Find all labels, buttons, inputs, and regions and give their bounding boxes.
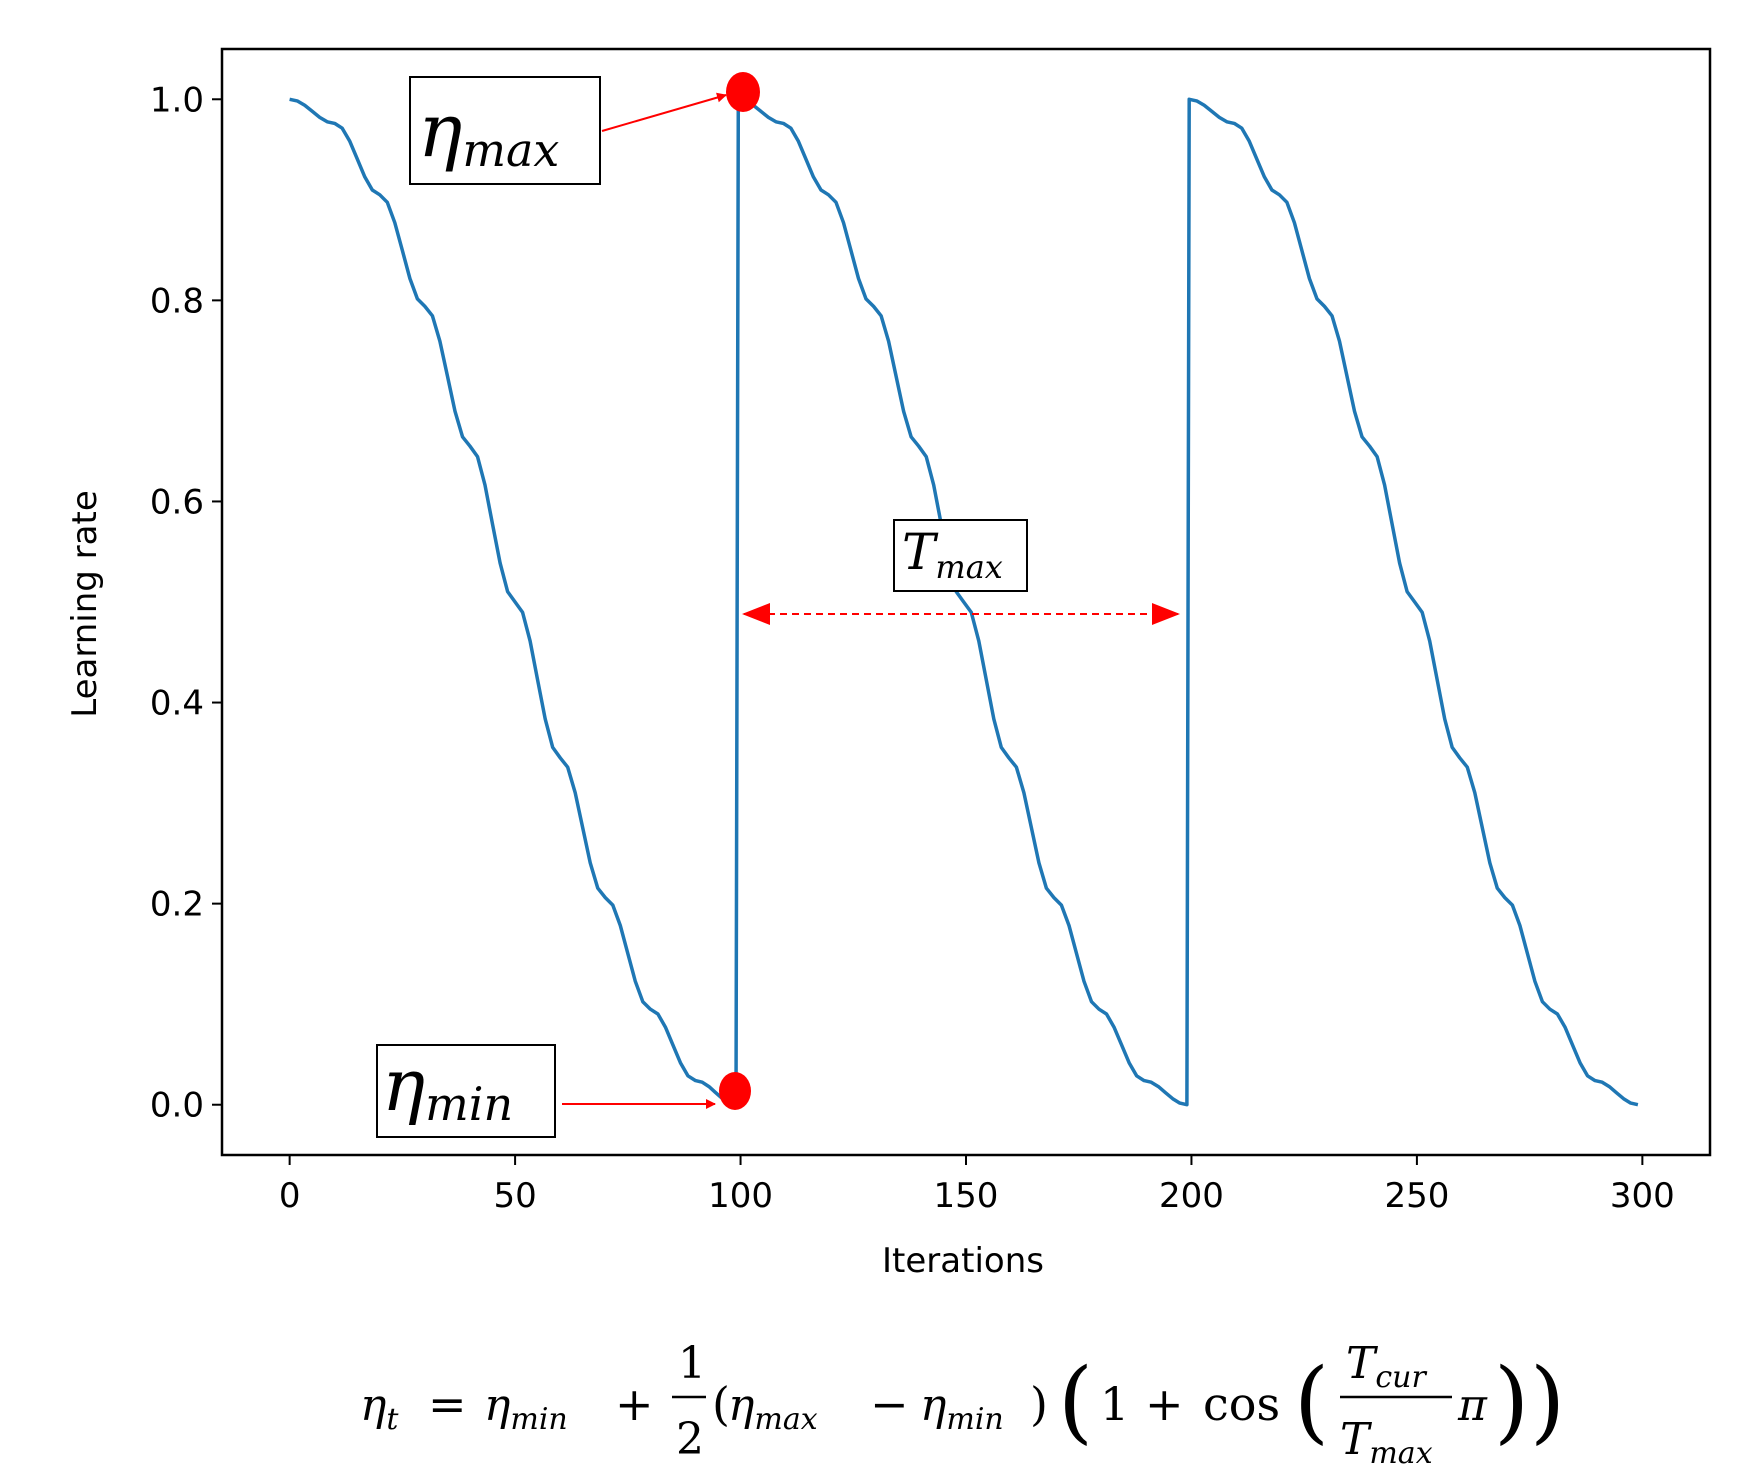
formula-inner-close-paren: ) [1494, 1349, 1529, 1454]
annotation-box [376, 1044, 556, 1138]
annotation-arrow [601, 92, 727, 132]
cosine-annealing-formula: ηt = ηmin + 1 2 ( ηmax − ηmin ) ( 1 + co… [360, 1338, 1565, 1471]
formula-one: 1 [1100, 1377, 1129, 1431]
annotation-t-max: Tmax [742, 519, 1180, 625]
x-tick-label: 0 [279, 1176, 301, 1216]
annotation-eta-min: ηmin [376, 1043, 751, 1138]
y-tick-label: 0.6 [150, 482, 204, 522]
annotation-box [893, 519, 1028, 592]
x-tick-label: 300 [1610, 1176, 1675, 1216]
x-tick-label: 50 [493, 1176, 536, 1216]
formula-pi: π [1457, 1380, 1488, 1431]
x-tick-label: 100 [708, 1176, 773, 1216]
annotation-symbol: Tmax [902, 523, 1003, 586]
formula-open-paren: ( [712, 1377, 730, 1431]
formula-close-paren: ) [1030, 1377, 1048, 1431]
formula-equals: = [428, 1377, 467, 1431]
x-axis-label: Iterations [882, 1241, 1044, 1281]
period-arrow-right-head [1152, 603, 1180, 625]
formula-plus-2: + [1145, 1377, 1184, 1431]
formula-cos: cos [1203, 1377, 1280, 1431]
formula-eta-min: ηmin [484, 1380, 568, 1437]
formula-big-close-paren: ) [1530, 1349, 1565, 1454]
y-tick-label: 1.0 [150, 80, 204, 120]
formula-inner-open-paren: ( [1294, 1349, 1329, 1454]
formula-plus: + [615, 1377, 654, 1431]
learning-rate-line [289, 97, 1639, 1107]
formula-minus: − [870, 1377, 909, 1431]
annotation-symbol: ηmin [382, 1043, 513, 1131]
y-tick-label: 0.2 [150, 885, 204, 925]
y-tick-label: 0.0 [150, 1086, 204, 1126]
formula-lhs: ηt [360, 1380, 399, 1437]
x-tick-label: 150 [934, 1176, 999, 1216]
y-tick-label: 0.4 [150, 684, 204, 724]
formula-eta-max: ηmax [728, 1380, 818, 1437]
y-tick-label: 0.8 [150, 281, 204, 321]
eta-max-point [726, 72, 760, 112]
data-series [289, 97, 1639, 1107]
period-arrow-left-head [742, 603, 770, 625]
formula-big-open-paren: ( [1058, 1349, 1093, 1454]
x-tick-label: 250 [1384, 1176, 1449, 1216]
formula-half-numerator: 1 [678, 1338, 706, 1389]
annotation-box [409, 76, 601, 185]
formula-half-denominator: 2 [676, 1414, 704, 1465]
plot-frame [220, 47, 1712, 1157]
formula-t-max: Tmax [1340, 1414, 1433, 1471]
eta-min-point [719, 1072, 751, 1110]
y-axis-label: Learning rate [65, 490, 105, 717]
axis-ticks: 0 50 100 150 200 250 300 0.0 0.2 0.4 0.6 0.8 1.0 [150, 80, 1675, 1216]
annotation-eta-max: ηmax [409, 72, 760, 185]
formula-t-cur: Tcur [1346, 1338, 1427, 1395]
formula-eta-min-2: ηmin [920, 1380, 1004, 1437]
annotation-symbol: ηmax [418, 88, 559, 177]
x-tick-label: 200 [1159, 1176, 1224, 1216]
